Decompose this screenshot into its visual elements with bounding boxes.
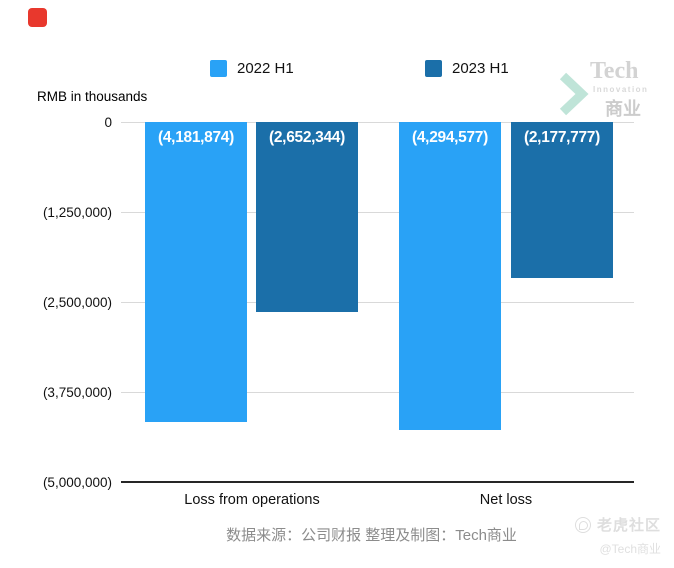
y-tick-4: (5,000,000) xyxy=(42,475,112,490)
y-tick-0: 0 xyxy=(104,115,112,130)
x-category-loss-from-operations: Loss from operations xyxy=(184,492,320,508)
red-app-icon xyxy=(28,8,47,27)
x-category-net-loss: Net loss xyxy=(479,492,533,508)
brand-title: Tech xyxy=(590,58,639,84)
brand-watermark: Tech Innovation 商业 xyxy=(556,56,666,121)
bar-2023h1-loss-from-operations: (2,652,344) xyxy=(256,122,358,312)
gridline-1250000 xyxy=(121,212,634,213)
gridline-0 xyxy=(121,122,634,123)
x-axis-line xyxy=(121,481,634,483)
gridline-2500000 xyxy=(121,302,634,303)
brand-subtitle: Innovation xyxy=(593,85,649,94)
legend-label-2022h1: 2022 H1 xyxy=(237,60,294,77)
bar-2022h1-loss-from-operations: (4,181,874) xyxy=(145,122,247,422)
legend-swatch-2023h1 xyxy=(425,60,442,77)
legend-item-2023h1: 2023 H1 xyxy=(425,60,509,77)
legend-label-2023h1: 2023 H1 xyxy=(452,60,509,77)
y-axis-unit-label: RMB in thousands xyxy=(37,89,148,104)
legend-item-2022h1: 2022 H1 xyxy=(210,60,294,77)
community-handle: @Tech商业 xyxy=(599,542,661,556)
bar-2022h1-net-loss: (4,294,577) xyxy=(399,122,501,430)
y-tick-1: (1,250,000) xyxy=(42,205,112,220)
gridline-3750000 xyxy=(121,392,634,393)
y-tick-2: (2,500,000) xyxy=(42,295,112,310)
brand-cn: 商业 xyxy=(605,99,641,119)
y-tick-3: (3,750,000) xyxy=(42,385,112,400)
community-watermark: 老虎社区 @Tech商业 xyxy=(574,514,661,557)
bar-2023h1-net-loss: (2,177,777) xyxy=(511,122,613,278)
data-source-note: 数据来源：公司财报 整理及制图：Tech商业 xyxy=(226,527,517,544)
community-name: 老虎社区 xyxy=(596,517,661,534)
chevron-right-icon xyxy=(558,72,592,121)
legend-swatch-2022h1 xyxy=(210,60,227,77)
tiger-community-icon xyxy=(574,516,591,533)
